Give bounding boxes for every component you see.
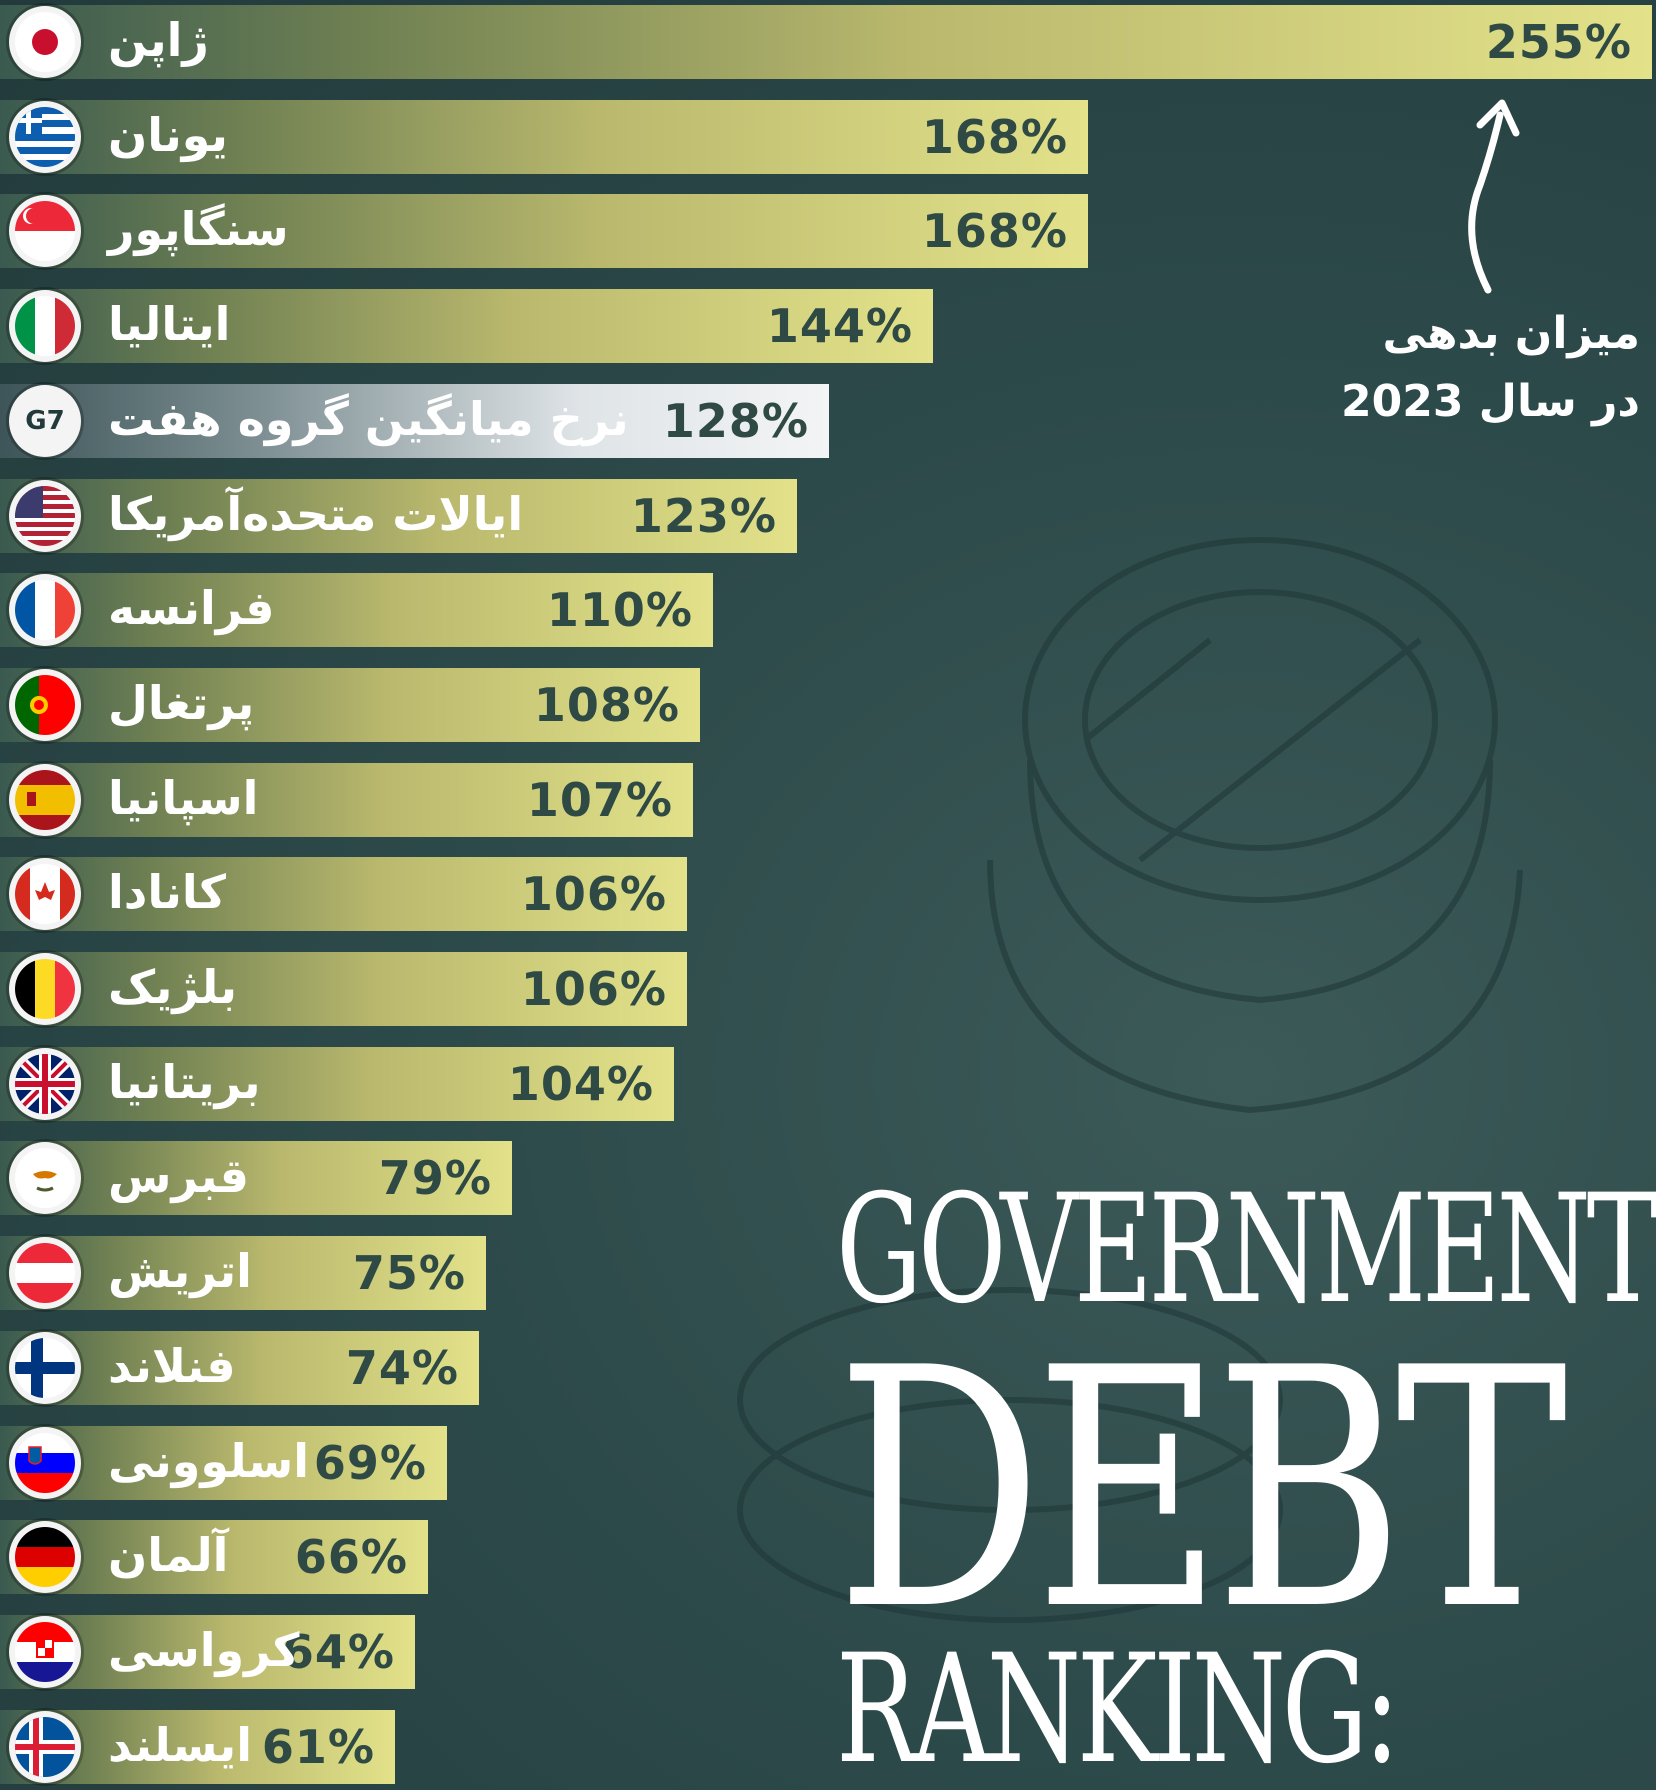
spain-flag-icon — [9, 764, 81, 836]
value-label: 75% — [352, 1246, 466, 1300]
value-label: 61% — [261, 1720, 375, 1774]
iceland-flag-icon — [9, 1711, 81, 1783]
value-label: 144% — [766, 299, 913, 353]
finland-flag-icon — [9, 1332, 81, 1404]
greece-flag-icon — [9, 101, 81, 173]
bar — [0, 857, 687, 931]
singapore-flag-icon — [9, 195, 81, 267]
value-label: 123% — [630, 489, 777, 543]
category-label: اسپانیا — [108, 771, 259, 825]
category-label: نرخ میانگین گروه هفت — [108, 392, 629, 446]
category-label: اسلوونی — [108, 1434, 310, 1488]
category-label: قبرس — [108, 1149, 249, 1203]
cyprus-flag-icon — [9, 1142, 81, 1214]
category-label: یونان — [108, 108, 228, 162]
bar — [0, 194, 1088, 268]
annotation-line-2: در سال 2023 — [1341, 376, 1640, 427]
category-label: ایسلند — [108, 1718, 252, 1772]
category-label: ژاپن — [108, 13, 209, 67]
bar — [0, 5, 1652, 79]
value-label: 128% — [662, 394, 809, 448]
category-label: کرواسی — [108, 1623, 300, 1677]
title-line-1: GOVERNMENT — [836, 1163, 1656, 1337]
value-label: 168% — [921, 204, 1068, 258]
annotation: میزان بدهی در سال 2023 — [1300, 300, 1640, 436]
bar — [0, 1047, 674, 1121]
bar — [0, 763, 693, 837]
value-label: 66% — [294, 1530, 408, 1584]
bar — [0, 573, 713, 647]
croatia-flag-icon — [9, 1616, 81, 1688]
bar — [0, 668, 700, 742]
category-label: سنگاپور — [108, 202, 289, 256]
bar — [0, 1141, 512, 1215]
slovenia-flag-icon — [9, 1427, 81, 1499]
belgium-flag-icon — [9, 953, 81, 1025]
category-label: فرانسه — [108, 581, 275, 635]
category-label: ایتالیا — [108, 297, 231, 351]
value-label: 106% — [520, 867, 667, 921]
bar-g7-average — [0, 384, 829, 458]
bar — [0, 100, 1088, 174]
value-label: 64% — [281, 1625, 395, 1679]
bar — [0, 1236, 486, 1310]
value-label: 108% — [533, 678, 680, 732]
value-label: 106% — [520, 962, 667, 1016]
uk-flag-icon — [9, 1048, 81, 1120]
title-line-2: DEBT — [836, 1298, 1568, 1682]
germany-flag-icon — [9, 1521, 81, 1593]
arrow-up-icon — [1468, 99, 1520, 294]
g7-code: G7 — [25, 406, 65, 436]
value-label: 69% — [313, 1436, 427, 1490]
category-label: ایالات متحده‌آمریکا — [108, 487, 524, 541]
france-flag-icon — [9, 574, 81, 646]
category-label: بریتانیا — [108, 1055, 261, 1109]
value-label: 110% — [546, 583, 693, 637]
category-label: اتریش — [108, 1244, 252, 1298]
value-label: 104% — [507, 1057, 654, 1111]
category-label: پرتغال — [108, 676, 255, 730]
value-label: 168% — [921, 110, 1068, 164]
italy-flag-icon — [9, 290, 81, 362]
value-label: 79% — [378, 1151, 492, 1205]
title-line-3: RANKING: — [836, 1623, 1400, 1790]
annotation-line-1: میزان بدهی — [1382, 308, 1641, 359]
canada-flag-icon — [9, 858, 81, 930]
category-label: بلژیک — [108, 960, 238, 1014]
value-label: 74% — [345, 1341, 459, 1395]
usa-flag-icon — [9, 480, 81, 552]
value-label: 107% — [526, 773, 673, 827]
g7-badge-icon: G7 — [9, 385, 81, 457]
value-label: 255% — [1485, 15, 1632, 69]
category-label: آلمان — [108, 1528, 229, 1582]
bar — [0, 289, 933, 363]
austria-flag-icon — [9, 1237, 81, 1309]
category-label: کانادا — [108, 865, 226, 919]
bar — [0, 952, 687, 1026]
category-label: فنلاند — [108, 1339, 236, 1393]
japan-flag-icon — [9, 6, 81, 78]
bar — [0, 479, 797, 553]
portugal-flag-icon — [9, 669, 81, 741]
